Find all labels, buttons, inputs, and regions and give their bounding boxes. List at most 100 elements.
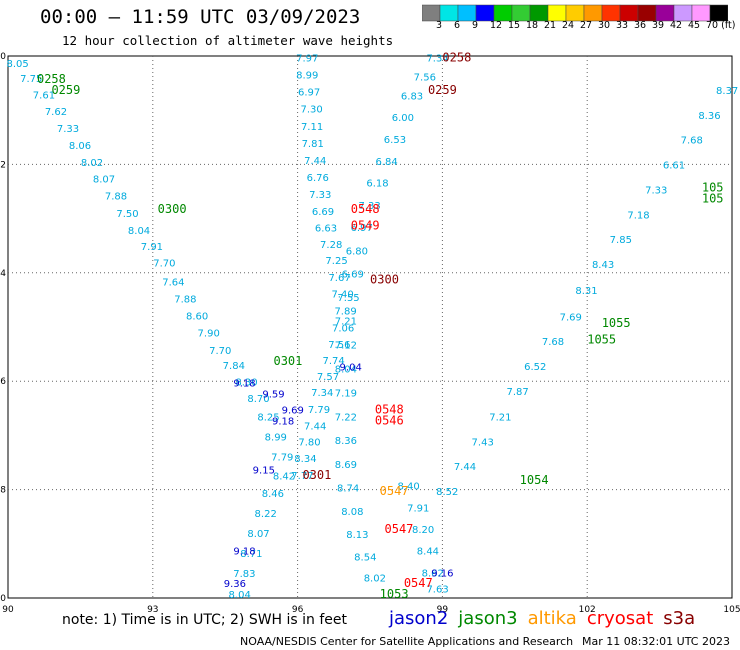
- swh-value-label: 7.74: [323, 356, 345, 367]
- color-swatch: [709, 4, 728, 22]
- color-scale-label: 6: [454, 20, 461, 31]
- time-label: 0547: [404, 576, 433, 590]
- swh-value-label: 8.43: [592, 260, 614, 271]
- swh-value-label: 7.11: [301, 122, 323, 133]
- swh-value-label: 8.07: [93, 175, 115, 186]
- swh-value-label: 8.46: [262, 489, 284, 500]
- swh-value-label: 7.68: [542, 337, 564, 348]
- swh-value-label: 7.18: [627, 210, 649, 221]
- swh-value-label: 6.18: [366, 179, 388, 190]
- swh-value-label: 7.56: [414, 73, 436, 84]
- swh-value-label: 8.36: [335, 436, 357, 447]
- time-label: 0258: [442, 50, 471, 64]
- swh-value-label: 9.36: [224, 579, 246, 590]
- y-tick-label: -44: [0, 269, 6, 279]
- swh-value-label: 8.30: [235, 377, 257, 388]
- time-label: 0547: [380, 484, 409, 498]
- swh-value-label: 8.04: [335, 364, 357, 375]
- swh-value-label: 8.44: [417, 547, 439, 558]
- swh-value-label: 7.70: [209, 346, 231, 357]
- time-label: 0549: [351, 218, 380, 232]
- color-scale-label: 21: [544, 20, 557, 31]
- color-scale-label: 33: [616, 20, 629, 31]
- swh-value-label: 8.31: [575, 286, 597, 297]
- swh-value-label: 9.69: [282, 406, 304, 417]
- y-tick-label: -40: [0, 52, 6, 62]
- swh-value-label: 7.88: [105, 192, 127, 203]
- y-tick-label: -46: [0, 377, 6, 387]
- swh-value-label: 6.63: [315, 224, 337, 235]
- swh-value-label: 8.06: [69, 141, 91, 152]
- legend-s3a: s3a: [663, 608, 696, 629]
- swh-value-label: 7.33: [358, 201, 380, 212]
- plot-frame: [7, 55, 733, 599]
- chart-title: 00:00 – 11:59 UTC 03/09/2023: [40, 6, 361, 28]
- color-scale-label: 9: [472, 20, 479, 31]
- time-label: 0258: [37, 72, 66, 86]
- color-scale-label: 3: [436, 20, 443, 31]
- legend-altika: altika: [527, 608, 577, 629]
- swh-value-label: 9.04: [340, 362, 362, 373]
- swh-value-label: 8.62: [422, 568, 444, 579]
- swh-value-label: 9.59: [262, 389, 284, 400]
- x-tick-label: 99: [437, 605, 449, 615]
- x-tick-label: 93: [147, 605, 158, 615]
- color-scale-label: 42: [670, 20, 683, 31]
- swh-value-label: 7.34: [426, 53, 448, 64]
- swh-value-label: 7.40: [331, 290, 353, 301]
- credit-text: NOAA/NESDIS Center for Satellite Applica…: [240, 635, 574, 648]
- time-label: 0300: [158, 202, 187, 216]
- time-label: 105: [702, 181, 724, 195]
- swh-value-label: 8.25: [257, 413, 279, 424]
- time-label: 105: [702, 191, 724, 205]
- swh-value-label: 7.97: [296, 53, 318, 64]
- swh-value-label: 9.18: [233, 547, 255, 558]
- swh-value-label: 8.13: [346, 530, 368, 541]
- swh-value-label: 7.83: [233, 569, 255, 580]
- swh-value-label: 7.64: [162, 277, 184, 288]
- y-tick-label: -42: [0, 160, 6, 170]
- color-scale-label: 30: [598, 20, 611, 31]
- swh-value-label: 7.87: [506, 387, 528, 398]
- time-label: 0259: [51, 83, 80, 97]
- swh-value-label: 7.19: [335, 388, 357, 399]
- swh-value-label: 7.28: [320, 240, 342, 251]
- swh-value-label: 8.69: [335, 460, 357, 471]
- chart-subtitle: 12 hour collection of altimeter wave hei…: [62, 33, 394, 48]
- swh-value-label: 6.69: [342, 270, 364, 281]
- swh-value-label: 7.61: [33, 90, 55, 101]
- color-scale-label: 18: [526, 20, 539, 31]
- swh-value-label: 6.76: [307, 173, 329, 184]
- swh-value-label: 9.18: [233, 379, 255, 390]
- time-label: 0301: [302, 468, 331, 482]
- swh-value-label: 9.18: [272, 417, 294, 428]
- swh-value-label: 6.00: [392, 113, 414, 124]
- swh-value-label: 7.75: [20, 74, 42, 85]
- swh-value-label: 9.16: [431, 568, 453, 579]
- swh-value-label: 8.99: [296, 71, 318, 82]
- swh-value-label: 8.42: [273, 471, 295, 482]
- swh-value-label: 6.53: [384, 135, 406, 146]
- swh-value-label: 7.33: [57, 124, 79, 135]
- swh-value-label: 7.22: [335, 412, 357, 423]
- swh-value-label: 7.77: [291, 471, 313, 482]
- x-tick-label: 105: [723, 605, 740, 615]
- time-label: 0259: [428, 83, 457, 97]
- legend-cryosat: cryosat: [586, 608, 654, 629]
- color-scale-label: 12: [490, 20, 503, 31]
- swh-value-label: 8.60: [186, 311, 208, 322]
- swh-value-label: 8.71: [240, 549, 262, 560]
- swh-value-label: 7.06: [332, 323, 354, 334]
- swh-value-label: 6.83: [401, 92, 423, 103]
- swh-value-label: 8.02: [364, 574, 386, 585]
- swh-value-label: 8.22: [255, 509, 277, 520]
- color-scale-label: 45: [688, 20, 701, 31]
- swh-value-label: 7.91: [407, 503, 429, 514]
- swh-value-label: 6.97: [298, 88, 320, 99]
- swh-value-label: 7.84: [223, 361, 245, 372]
- color-scale-bar: [422, 4, 728, 22]
- swh-value-label: 6.69: [312, 207, 334, 218]
- swh-value-label: 6.52: [524, 362, 546, 373]
- swh-value-label: 7.88: [174, 294, 196, 305]
- swh-value-label: 7.62: [45, 107, 67, 118]
